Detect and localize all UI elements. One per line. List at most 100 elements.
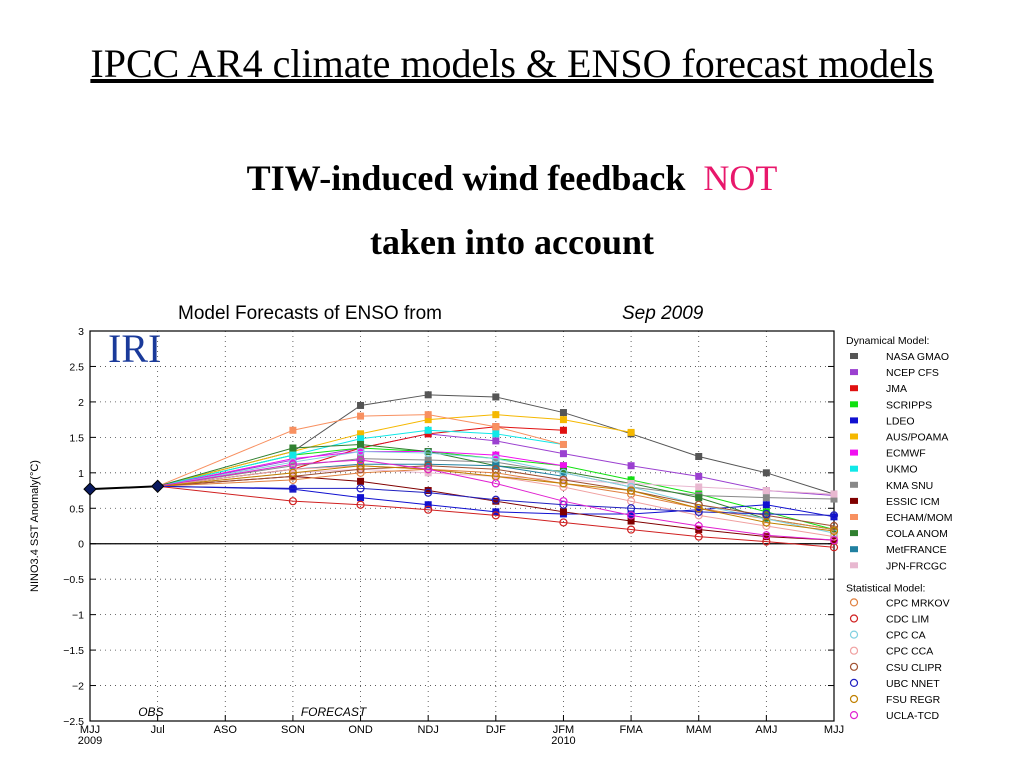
series-point bbox=[627, 462, 635, 470]
legend-label: JPN-FRCGC bbox=[886, 560, 947, 572]
series-line bbox=[157, 465, 835, 527]
series-line bbox=[157, 414, 564, 487]
series-point bbox=[424, 448, 432, 456]
series-line bbox=[157, 475, 835, 541]
period-label: OBS bbox=[138, 705, 163, 719]
legend-label: ECMWF bbox=[886, 448, 926, 460]
series-point bbox=[288, 460, 298, 469]
legend-label: UBC NNET bbox=[886, 678, 940, 690]
series-point bbox=[559, 426, 567, 434]
series-point bbox=[289, 426, 297, 434]
legend-marker bbox=[850, 562, 858, 569]
series-point bbox=[288, 497, 298, 506]
series-point bbox=[762, 469, 770, 477]
legend-label: CPC MRKOV bbox=[886, 597, 950, 609]
series-line bbox=[157, 429, 564, 487]
series-point bbox=[694, 521, 703, 531]
series-point bbox=[559, 497, 568, 506]
enso-forecast-figure: Model Forecasts of ENSO from Sep 2009 IR… bbox=[0, 292, 1024, 768]
legend-label: KMA SNU bbox=[886, 480, 933, 492]
series-point bbox=[762, 509, 771, 519]
legend-item: ESSIC ICM bbox=[850, 496, 940, 508]
legend-label: MetFRANCE bbox=[886, 544, 947, 556]
series-point bbox=[492, 430, 500, 438]
series-point bbox=[492, 423, 500, 431]
legend-item: SCRIPPS bbox=[850, 399, 932, 411]
legend-label: ECHAM/MOM bbox=[886, 512, 953, 524]
legend-marker bbox=[850, 385, 858, 392]
legend-marker bbox=[850, 481, 858, 488]
legend-marker bbox=[849, 711, 859, 720]
y-axis-label: NINO3.4 SST Anomaly(°C) bbox=[29, 460, 41, 592]
series-point bbox=[424, 465, 433, 474]
legend-label: NCEP CFS bbox=[886, 367, 939, 379]
series-point bbox=[424, 456, 432, 464]
subtitle-text: TIW-induced wind feedback bbox=[246, 158, 686, 198]
series-point bbox=[424, 430, 432, 438]
series-line bbox=[157, 468, 835, 531]
statistical-series-7 bbox=[157, 455, 839, 545]
series-line bbox=[157, 485, 835, 516]
y-tick-label: −2.5 bbox=[63, 716, 84, 728]
chart-title: Model Forecasts of ENSO from Sep 2009 bbox=[178, 303, 704, 324]
slide-title: IPCC AR4 climate models & ENSO forecast … bbox=[90, 41, 934, 86]
enso-forecast-chart: Model Forecasts of ENSO from Sep 2009 IR… bbox=[29, 303, 953, 747]
legend-marker bbox=[849, 614, 859, 623]
legend-item: FSU REGR bbox=[849, 694, 941, 706]
series-point bbox=[559, 518, 568, 527]
series-point bbox=[491, 479, 500, 488]
legend-marker bbox=[850, 465, 858, 472]
legend-marker bbox=[850, 497, 858, 504]
series-point bbox=[830, 495, 838, 503]
y-tick-label: 2 bbox=[78, 397, 84, 409]
x-tick-label: ASO bbox=[214, 724, 238, 736]
chart-title-date: Sep 2009 bbox=[622, 303, 704, 324]
series-point bbox=[356, 455, 365, 465]
period-label: FORECAST bbox=[301, 705, 368, 719]
series-point bbox=[288, 468, 298, 477]
series-point bbox=[559, 467, 567, 475]
y-tick-label: 2.5 bbox=[69, 361, 84, 373]
series-point bbox=[424, 501, 432, 509]
series-line bbox=[157, 443, 835, 531]
series-point bbox=[830, 513, 838, 521]
legend-label: NASA GMAO bbox=[886, 351, 949, 363]
x-year-label: 2009 bbox=[78, 735, 102, 747]
legend-marker bbox=[850, 369, 858, 376]
series-point bbox=[424, 460, 432, 468]
x-tick-label: MJJ bbox=[824, 724, 844, 736]
series-point bbox=[559, 440, 567, 448]
series-point bbox=[357, 455, 365, 463]
legend-item: NCEP CFS bbox=[850, 367, 939, 379]
series-point bbox=[424, 488, 433, 497]
legend-item: MetFRANCE bbox=[850, 544, 947, 556]
series-point bbox=[424, 487, 432, 495]
legend-label: SCRIPPS bbox=[886, 399, 932, 411]
series-point bbox=[288, 484, 298, 493]
legend-marker bbox=[850, 433, 858, 440]
series-point bbox=[762, 501, 770, 509]
series-line bbox=[157, 451, 835, 534]
observed-line bbox=[89, 485, 158, 491]
x-tick-label: OND bbox=[348, 724, 373, 736]
legend-item: JMA bbox=[850, 383, 907, 395]
x-tick-label: DJF bbox=[486, 724, 506, 736]
series-point bbox=[357, 412, 365, 420]
legend-label: UKMO bbox=[886, 464, 918, 476]
legend-item: LDEO bbox=[850, 415, 915, 427]
series-point bbox=[492, 411, 500, 419]
legend: Dynamical Model: NASA GMAO NCEP CFS JMA SCRI… bbox=[846, 335, 953, 722]
series-point bbox=[289, 451, 297, 459]
series-point bbox=[829, 536, 839, 545]
series-point bbox=[356, 500, 365, 509]
legend-label: CPC CA bbox=[886, 630, 926, 642]
legend-label: COLA ANOM bbox=[886, 528, 948, 540]
x-tick-label: AMJ bbox=[755, 724, 777, 736]
series-point bbox=[559, 462, 567, 470]
legend-marker bbox=[850, 401, 858, 408]
series-point bbox=[492, 393, 500, 401]
legend-marker bbox=[850, 546, 858, 553]
y-tick-label: −1 bbox=[72, 610, 84, 622]
legend-label: ESSIC ICM bbox=[886, 496, 940, 508]
legend-label: CDC LIM bbox=[886, 614, 929, 626]
